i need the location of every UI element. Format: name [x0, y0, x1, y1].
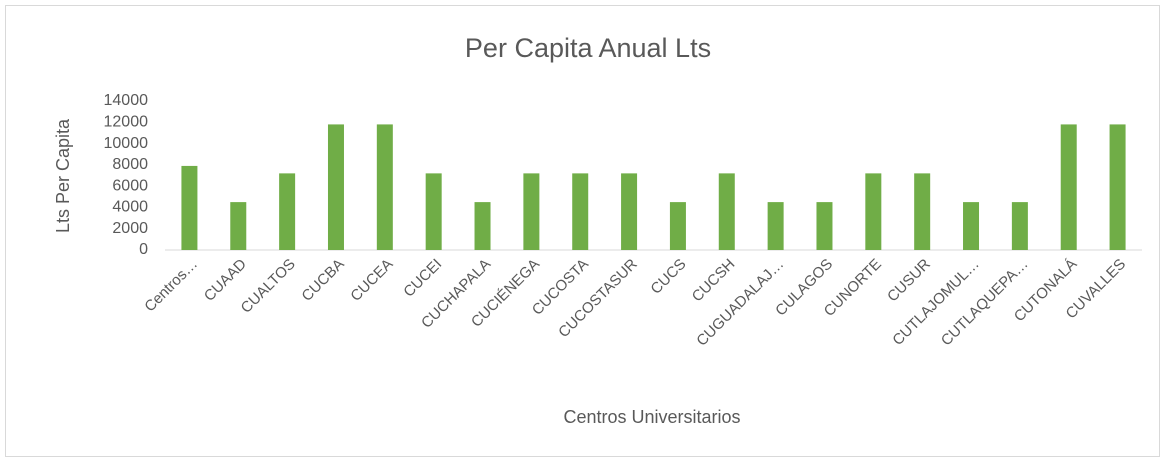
- bar: [1011, 202, 1028, 250]
- bar: [474, 202, 491, 250]
- bar: [425, 173, 442, 250]
- bar: [718, 173, 735, 250]
- bar: [523, 173, 540, 250]
- bar: [767, 202, 784, 250]
- bar: [572, 173, 589, 250]
- bar: [669, 202, 686, 250]
- bar: [1060, 124, 1077, 250]
- y-tick-label: 14000: [104, 92, 149, 109]
- bar: [376, 124, 393, 250]
- y-tick-label: 10000: [104, 135, 149, 152]
- bar: [181, 165, 198, 250]
- x-axis-title: Centros Universitarios: [563, 407, 740, 427]
- y-tick-label: 12000: [104, 114, 149, 131]
- bar: [279, 173, 296, 250]
- bar: [230, 202, 247, 250]
- bar: [327, 124, 344, 250]
- y-tick-label: 6000: [112, 177, 148, 194]
- bar: [865, 173, 882, 250]
- y-tick-label: 8000: [112, 156, 148, 173]
- bar: [816, 202, 833, 250]
- bar: [1109, 124, 1126, 250]
- bar: [963, 202, 980, 250]
- bar: [621, 173, 638, 250]
- y-tick-label: 0: [139, 241, 148, 258]
- chart-title: Per Capita Anual Lts: [465, 33, 711, 63]
- bar: [914, 173, 931, 250]
- y-tick-label: 4000: [112, 199, 148, 216]
- y-axis-title: Lts Per Capita: [53, 118, 73, 233]
- y-tick-label: 2000: [112, 220, 148, 237]
